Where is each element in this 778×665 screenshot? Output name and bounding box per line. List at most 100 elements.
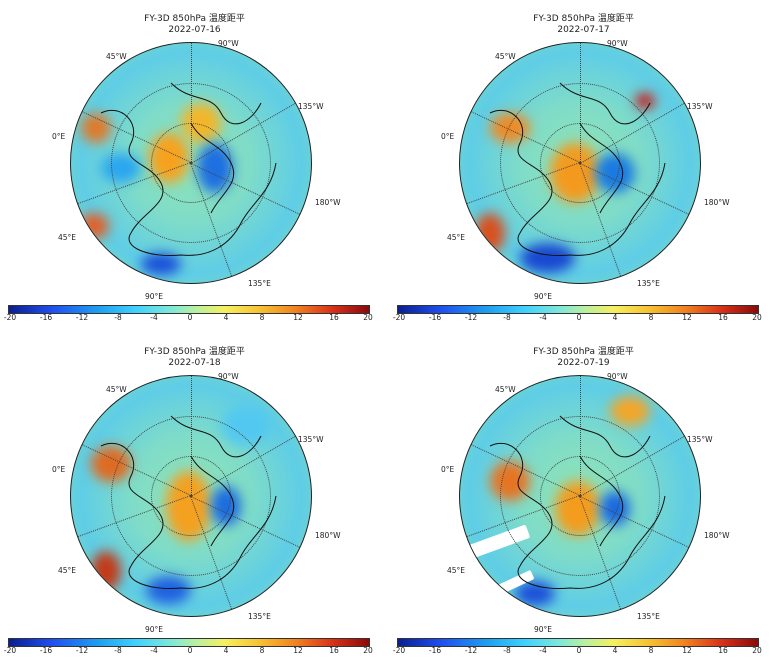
colorbar-tick: 20 <box>752 646 762 655</box>
colorbar-tick: -12 <box>464 646 478 655</box>
panel-date: 2022-07-19 <box>557 358 610 368</box>
warm-anomaly <box>610 396 650 426</box>
lon-label: 90°W <box>607 372 628 381</box>
colorbar-tick: 0 <box>576 313 582 322</box>
colorbar-tick: -12 <box>464 313 478 322</box>
colorbar-tick: -20 <box>392 646 406 655</box>
map-panel-1: FY-3D 850hPa 温度距平 2022-07-16 45°W 90°W 1… <box>0 0 389 332</box>
lon-label: 45°E <box>58 566 77 575</box>
colorbar-tick: -8 <box>114 646 122 655</box>
colorbar-tick: -16 <box>39 646 53 655</box>
lon-label: 0°E <box>441 132 455 141</box>
colorbar-tick: -20 <box>3 646 17 655</box>
lon-label: 180°W <box>315 198 341 207</box>
colorbar-tick: -4 <box>539 313 547 322</box>
colorbar-tick: -4 <box>150 313 158 322</box>
lon-label: 0°E <box>52 132 66 141</box>
panel-date: 2022-07-17 <box>557 25 610 35</box>
lon-label: 45°E <box>58 233 77 242</box>
panel-title: FY-3D 850hPa 温度距平 <box>144 347 245 357</box>
map-panel-4: FY-3D 850hPa 温度距平 2022-07-19 45°W 90°W 1… <box>389 333 778 665</box>
lon-label: 180°W <box>315 531 341 540</box>
coastline <box>100 415 277 590</box>
panel-title: FY-3D 850hPa 温度距平 <box>533 347 634 357</box>
polar-map <box>459 375 701 617</box>
lon-label: 45°W <box>106 52 127 61</box>
colorbar-tick: 12 <box>682 646 692 655</box>
polar-map <box>70 42 312 284</box>
colorbar-tick: 0 <box>576 646 582 655</box>
colorbar-tick: 4 <box>612 313 618 322</box>
colorbar-tick: 20 <box>752 313 762 322</box>
coastline <box>100 82 277 257</box>
colorbar-tick: -16 <box>428 646 442 655</box>
polar-map <box>459 42 701 284</box>
colorbar-tick: -20 <box>3 313 17 322</box>
colorbar-tick: -8 <box>503 646 511 655</box>
panel-title: FY-3D 850hPa 温度距平 <box>144 14 245 24</box>
colorbar-tick: 8 <box>648 646 654 655</box>
lon-label: 45°W <box>495 52 516 61</box>
lon-label: 135°E <box>248 612 271 621</box>
lon-label: 135°W <box>298 435 324 444</box>
colorbar-tick: 8 <box>259 313 265 322</box>
lon-label: 135°W <box>298 102 324 111</box>
lon-label: 45°W <box>495 385 516 394</box>
colorbar-tick: 16 <box>718 313 728 322</box>
colorbar <box>8 638 370 647</box>
colorbar-tick: 20 <box>363 646 373 655</box>
warm-anomaly <box>79 213 109 239</box>
lon-label: 45°W <box>106 385 127 394</box>
colorbar-tick: 12 <box>293 313 303 322</box>
lon-label: 180°W <box>704 531 730 540</box>
colorbar-tick: -4 <box>150 646 158 655</box>
colorbar <box>397 305 759 314</box>
lon-label: 0°E <box>52 465 66 474</box>
cold-anomaly <box>146 576 191 604</box>
lon-label: 135°E <box>637 612 660 621</box>
lon-label: 45°E <box>447 233 466 242</box>
lon-label: 90°E <box>145 292 164 301</box>
lon-label: 90°W <box>218 39 239 48</box>
polar-map <box>70 375 312 617</box>
colorbar-tick: -16 <box>39 313 53 322</box>
colorbar-tick: 4 <box>223 313 229 322</box>
colorbar-tick: -16 <box>428 313 442 322</box>
colorbar <box>397 638 759 647</box>
lon-label: 90°E <box>534 292 553 301</box>
colorbar-tick: -12 <box>75 646 89 655</box>
colorbar-tick: 8 <box>259 646 265 655</box>
warm-anomaly <box>81 113 111 143</box>
lon-label: 90°E <box>145 625 164 634</box>
colorbar-tick: -20 <box>392 313 406 322</box>
colorbar-tick: 12 <box>682 313 692 322</box>
warm-anomaly <box>91 551 121 591</box>
lon-label: 0°E <box>441 465 455 474</box>
lon-label: 45°E <box>447 566 466 575</box>
map-panel-2: FY-3D 850hPa 温度距平 2022-07-17 45°W 90°W 1… <box>389 0 778 332</box>
colorbar-tick: 20 <box>363 313 373 322</box>
colorbar-tick: 0 <box>187 313 193 322</box>
colorbar-tick: -8 <box>114 313 122 322</box>
colorbar-tick: -8 <box>503 313 511 322</box>
warm-anomaly <box>475 213 505 253</box>
lon-label: 135°W <box>687 102 713 111</box>
lon-label: 135°E <box>248 279 271 288</box>
colorbar-tick: -12 <box>75 313 89 322</box>
lon-label: 90°W <box>218 372 239 381</box>
colorbar-tick: 4 <box>223 646 229 655</box>
coastline <box>489 415 666 590</box>
colorbar-tick: 4 <box>612 646 618 655</box>
warm-anomaly <box>635 93 655 109</box>
cold-anomaly <box>141 253 181 275</box>
lon-label: 90°W <box>607 39 628 48</box>
map-panel-3: FY-3D 850hPa 温度距平 2022-07-18 45°W 90°W 1… <box>0 333 389 665</box>
colorbar-tick: -4 <box>539 646 547 655</box>
panel-date: 2022-07-16 <box>168 25 221 35</box>
colorbar-tick: 8 <box>648 313 654 322</box>
coastline <box>489 82 666 257</box>
colorbar-tick: 16 <box>329 646 339 655</box>
colorbar-tick: 0 <box>187 646 193 655</box>
colorbar-tick: 12 <box>293 646 303 655</box>
colorbar <box>8 305 370 314</box>
